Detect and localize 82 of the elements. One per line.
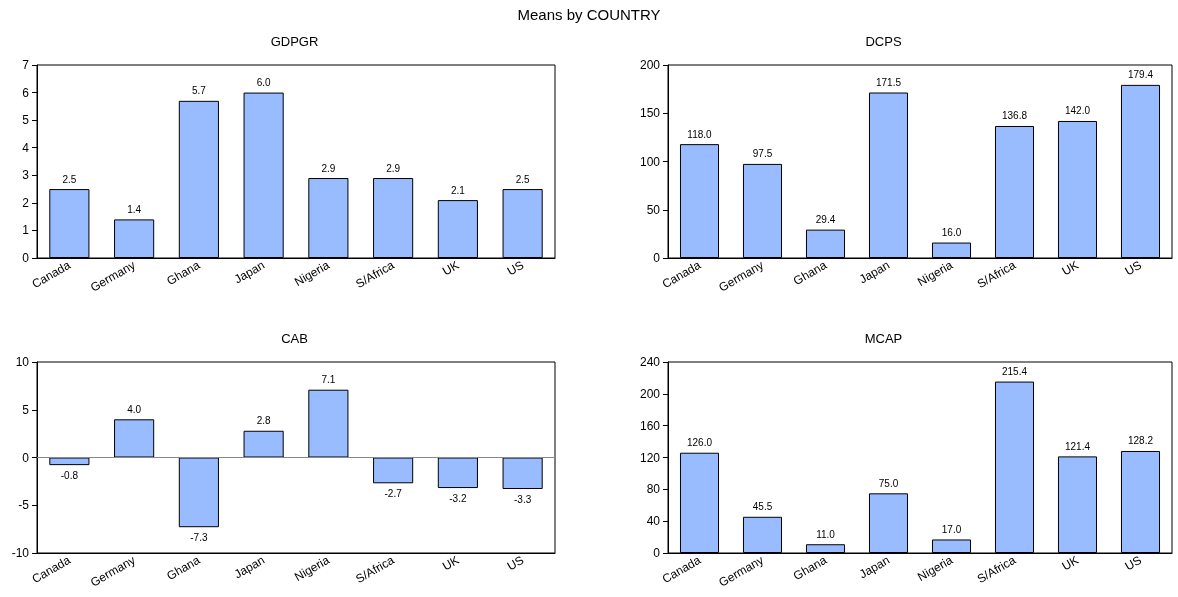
data-label: 2.5: [515, 173, 531, 185]
data-label: -3.3: [514, 493, 532, 505]
text: Means by COUNTRY: [516, 6, 662, 23]
bar: [437, 457, 478, 489]
data-label: 1.4: [127, 203, 142, 215]
x-tick-label: Japan: [231, 257, 268, 287]
chart-title: GDPGR: [270, 34, 319, 49]
data-label: 126.0: [686, 437, 713, 449]
y-tick-label: 0: [653, 546, 661, 560]
data-label: 16.0: [941, 227, 962, 239]
y-tick-label: -10: [11, 546, 30, 560]
x-tick-label: US: [1122, 552, 1144, 574]
data-label: 171.5: [875, 77, 902, 88]
data-label: 215.4: [1001, 366, 1028, 378]
data-label: 45.5: [752, 501, 773, 513]
y-tick-label: 40: [646, 514, 661, 529]
data-label: -0.8: [60, 469, 79, 481]
data-label: 6.0: [256, 77, 272, 89]
y-tick-label: 6: [22, 85, 30, 100]
y-tick-label: 0: [653, 251, 661, 265]
data-label: -2.7: [384, 487, 403, 499]
y-tick-label: 80: [646, 482, 661, 497]
x-tick-label: Japan: [856, 552, 892, 582]
y-tick-label: 100: [639, 154, 661, 169]
data-label: 97.5: [752, 148, 773, 160]
x-tick-label: UK: [1059, 257, 1081, 279]
y-tick-label: 240: [639, 355, 661, 369]
y-tick-label: 5: [22, 402, 30, 417]
data-label: 121.4: [1064, 440, 1091, 452]
y-tick-label: 200: [639, 58, 661, 72]
data-label: 2.1: [450, 184, 466, 196]
data-label: 2.5: [62, 173, 77, 185]
x-tick-label: UK: [439, 552, 462, 574]
data-label: 142.0: [1064, 105, 1091, 117]
data-label: 128.2: [1127, 435, 1154, 447]
data-label: 29.4: [815, 214, 836, 226]
y-tick-label: 4: [22, 140, 30, 155]
x-tick-label: Japan: [856, 257, 892, 287]
y-tick-label: 150: [639, 106, 661, 121]
bar: [243, 430, 284, 458]
data-label: 7.1: [321, 374, 336, 386]
data-label: 179.4: [1127, 69, 1154, 81]
bar: [114, 419, 155, 458]
data-label: -7.3: [190, 531, 208, 543]
data-label: 118.0: [687, 128, 713, 140]
y-tick-label: -5: [18, 498, 30, 513]
data-label: 75.0: [878, 477, 899, 489]
x-tick-label: UK: [1059, 552, 1081, 574]
y-tick-label: 0: [22, 251, 30, 265]
data-label: 136.8: [1001, 110, 1028, 122]
data-label: 5.7: [191, 85, 207, 97]
data-label: 11.0: [816, 528, 836, 540]
bar: [373, 457, 414, 484]
bar: [178, 457, 219, 528]
bar: [502, 457, 543, 490]
data-label: -3.2: [449, 492, 467, 504]
x-tick-label: US: [504, 552, 527, 574]
bar: [308, 389, 349, 458]
y-tick-label: 50: [646, 202, 661, 217]
chart-title: CAB: [281, 331, 308, 346]
y-tick-label: 10: [15, 355, 30, 369]
y-tick-label: 200: [639, 386, 661, 401]
y-tick-label: 7: [22, 58, 30, 72]
x-tick-label: US: [504, 257, 527, 279]
data-label: 4.0: [127, 403, 142, 415]
y-tick-label: 160: [639, 418, 661, 433]
data-label: 2.9: [386, 162, 401, 174]
x-tick-label: UK: [439, 257, 462, 279]
y-tick-label: 1: [22, 223, 30, 238]
y-tick-label: 2: [22, 195, 30, 210]
bar: [49, 457, 90, 466]
chart-title: DCPS: [865, 34, 902, 49]
data-label: 2.9: [321, 162, 336, 174]
y-tick-label: 3: [22, 168, 30, 183]
data-label: 17.0: [941, 523, 962, 535]
x-tick-label: Japan: [231, 552, 268, 582]
y-tick-label: 5: [22, 113, 30, 128]
y-tick-label: 120: [639, 450, 661, 465]
chart-title: MCAP: [864, 331, 903, 346]
data-label: 2.8: [256, 415, 272, 427]
y-tick-label: 0: [22, 450, 30, 465]
x-tick-label: US: [1122, 257, 1144, 279]
